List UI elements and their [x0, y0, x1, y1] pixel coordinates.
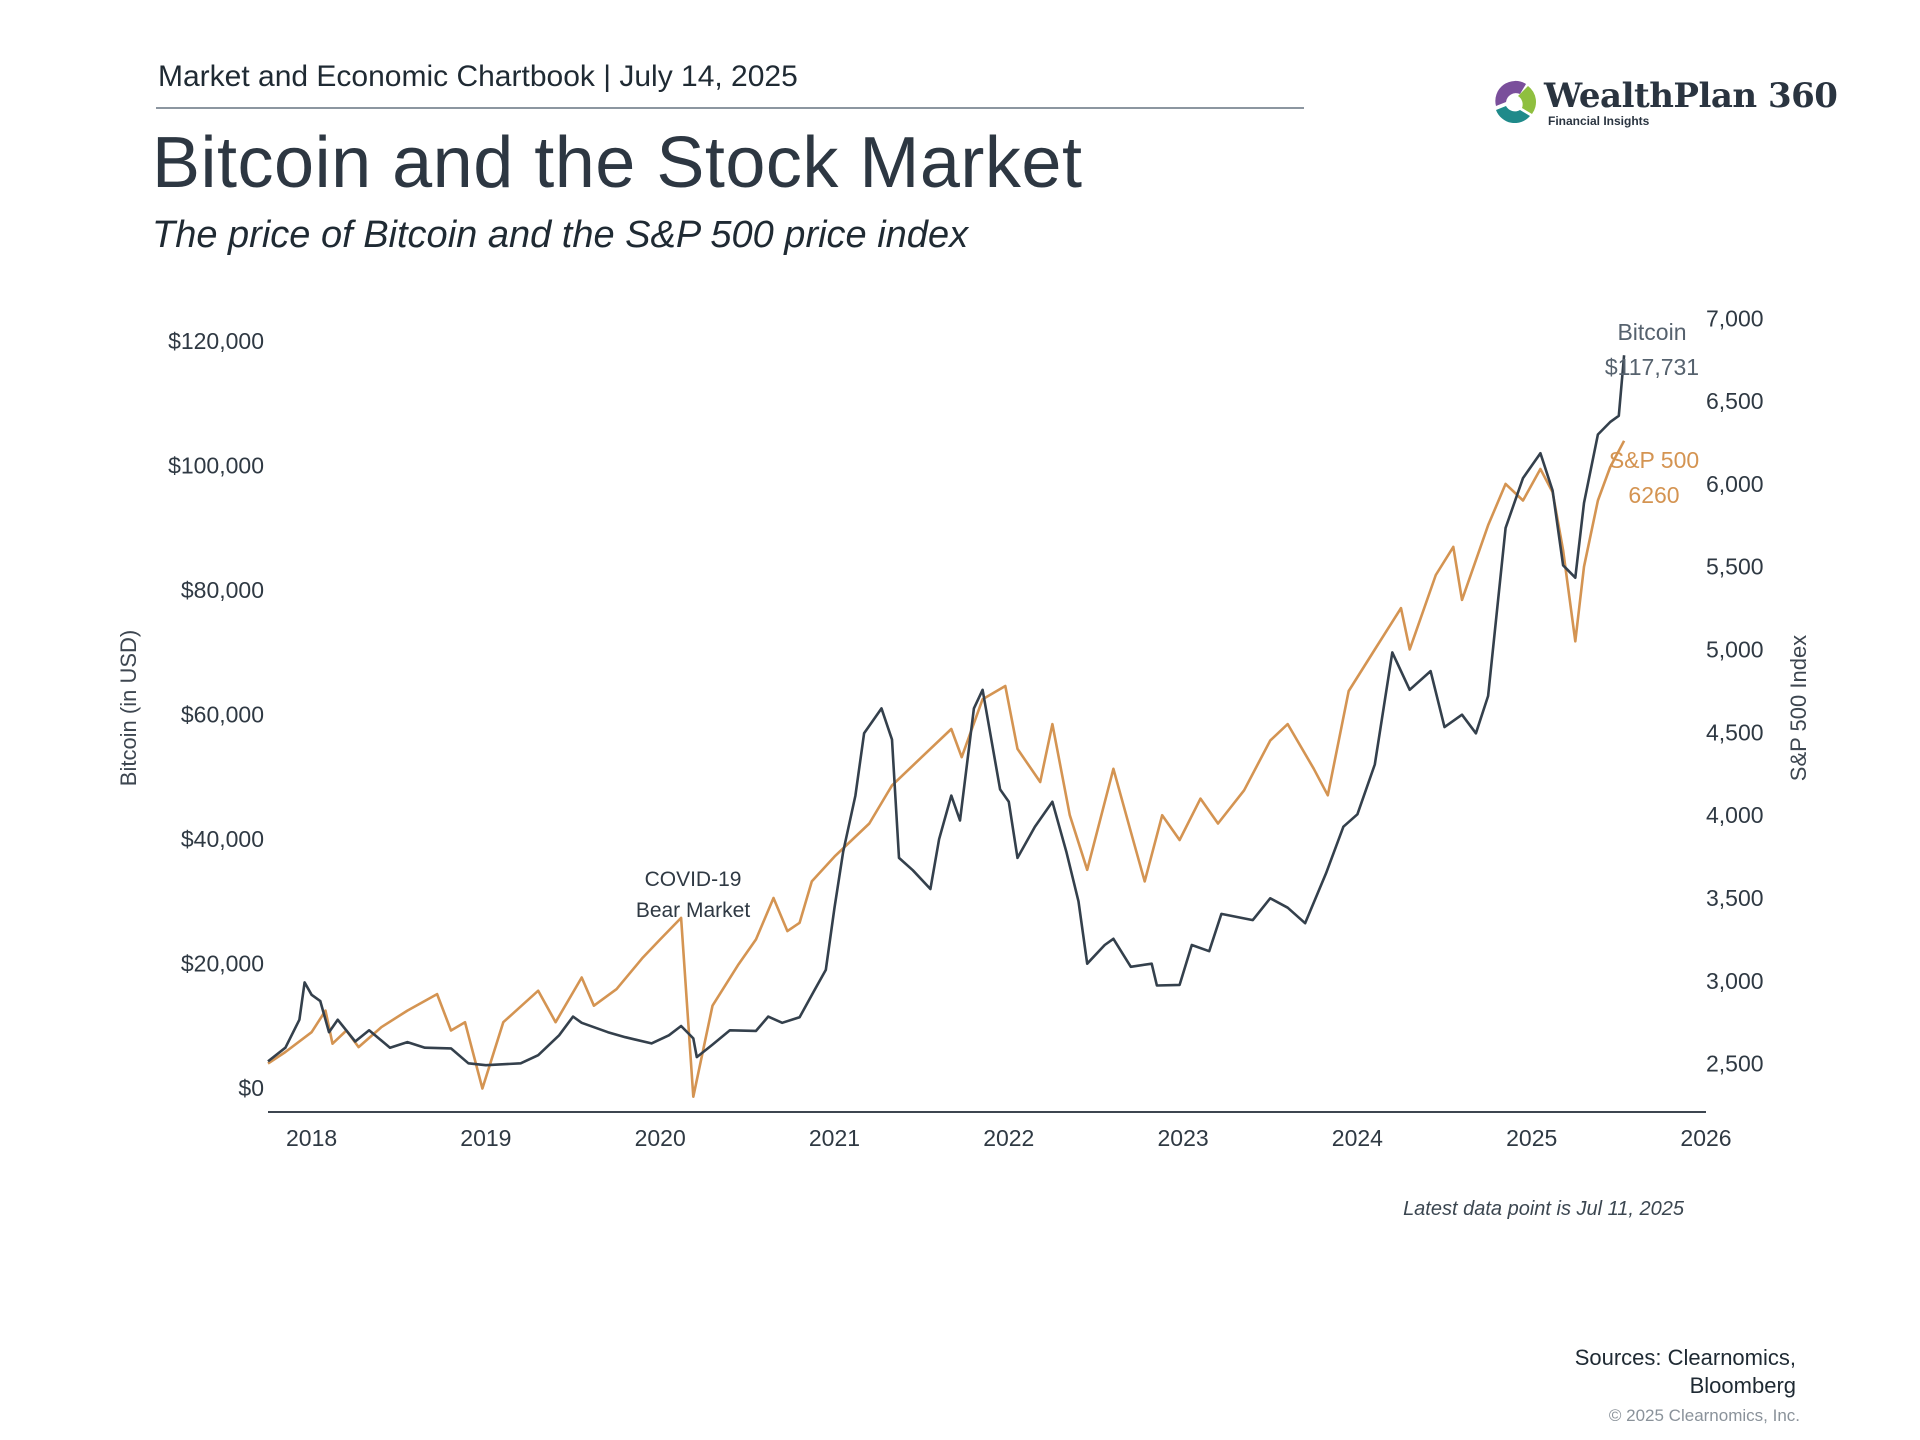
x-tick-label: 2023 [1158, 1125, 1209, 1151]
left-tick-label: $80,000 [181, 577, 264, 603]
sources-note: Sources: Clearnomics, Bloomberg [1396, 1344, 1796, 1400]
x-tick-label: 2024 [1332, 1125, 1383, 1151]
brand-logo: WealthPlan 360 Financial Insights [1488, 74, 1838, 134]
x-tick-label: 2020 [635, 1125, 686, 1151]
left-tick-label: $0 [238, 1075, 264, 1101]
brand-name: WealthPlan 360 [1544, 76, 1838, 116]
x-tick-label: 2019 [460, 1125, 511, 1151]
sp500-series-line [267, 440, 1626, 1099]
wealthplan-swirl-icon [1495, 80, 1536, 124]
right-axis-ticks: 2,500 3,000 3,500 4,000 4,500 5,000 5,500 6,000… [1706, 305, 1764, 1076]
right-tick-label: 3,500 [1706, 885, 1764, 911]
right-tick-label: 4,000 [1706, 802, 1764, 828]
page-subtitle: The price of Bitcoin and the S&P 500 pri… [152, 214, 969, 256]
right-tick-label: 7,000 [1706, 305, 1764, 331]
sources-line-2: Bloomberg [1689, 1373, 1796, 1398]
x-tick-label: 2018 [286, 1125, 337, 1151]
covid-annotation-line1: COVID-19 [645, 868, 742, 891]
right-tick-label: 6,000 [1706, 471, 1764, 497]
latest-data-note: Latest data point is Jul 11, 2025 [1403, 1198, 1684, 1220]
x-tick-label: 2026 [1680, 1125, 1731, 1151]
sp500-end-label-value: 6260 [1628, 482, 1679, 508]
left-tick-label: $120,000 [168, 328, 264, 354]
left-tick-label: $20,000 [181, 951, 264, 977]
sp500-end-label-name: S&P 500 [1609, 447, 1699, 473]
right-axis-label: S&P 500 Index [1786, 635, 1811, 781]
left-tick-label: $40,000 [181, 826, 264, 852]
page-title: Bitcoin and the Stock Market [152, 123, 1083, 203]
right-tick-label: 5,500 [1706, 554, 1764, 580]
right-tick-label: 5,000 [1706, 637, 1764, 663]
x-axis-ticks: 2018 2019 2020 2021 2022 2023 2024 2025 2026 [286, 1125, 1732, 1151]
sources-line-1: Sources: Clearnomics, [1574, 1345, 1796, 1370]
bitcoin-series-line [267, 355, 1626, 1067]
x-tick-label: 2025 [1506, 1125, 1557, 1151]
copyright-note: © 2025 Clearnomics, Inc. [1608, 1406, 1800, 1425]
left-tick-label: $100,000 [168, 453, 264, 479]
bitcoin-sp500-chart: $0 $20,000 $40,000 $60,000 $80,000 $100,000 $1… [116, 305, 1811, 1151]
x-tick-label: 2021 [809, 1125, 860, 1151]
right-tick-label: 6,500 [1706, 388, 1764, 414]
right-tick-label: 4,500 [1706, 719, 1764, 745]
bitcoin-end-label-name: Bitcoin [1617, 319, 1686, 345]
right-tick-label: 2,500 [1706, 1051, 1764, 1077]
chartbook-header: Market and Economic Chartbook | July 14,… [158, 60, 798, 93]
left-tick-label: $60,000 [181, 702, 264, 728]
left-axis-label: Bitcoin (in USD) [116, 630, 141, 786]
bitcoin-end-label-value: $117,731 [1605, 354, 1699, 380]
header-divider [156, 107, 1304, 109]
left-axis-ticks: $0 $20,000 $40,000 $60,000 $80,000 $100,000 $1… [168, 328, 264, 1101]
covid-annotation-line2: Bear Market [636, 899, 751, 922]
right-tick-label: 3,000 [1706, 968, 1764, 994]
x-tick-label: 2022 [983, 1125, 1034, 1151]
brand-tagline: Financial Insights [1548, 114, 1650, 128]
